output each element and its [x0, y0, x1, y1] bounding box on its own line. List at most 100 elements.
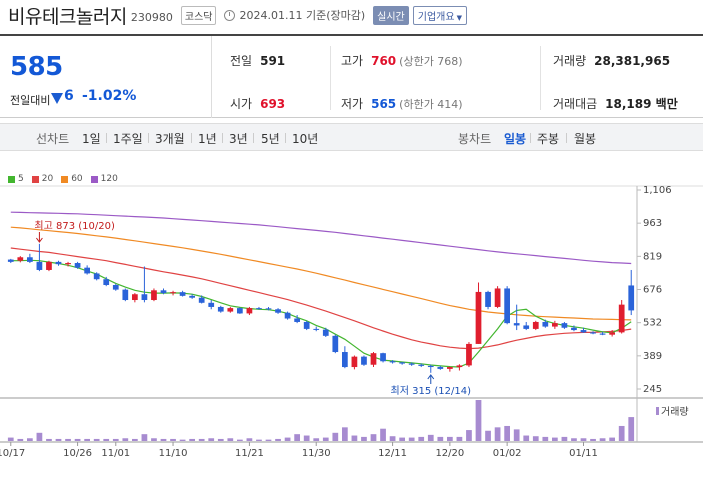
candle-body [427, 365, 434, 368]
volume-bar [437, 436, 444, 441]
volume-bar [55, 438, 62, 441]
x-tick-label: 11/21 [235, 448, 264, 459]
candle-body [475, 291, 482, 344]
volume-bar [151, 438, 157, 441]
trade-amount: 거래대금 18,189 백만 [553, 95, 678, 112]
candle-body [27, 257, 33, 262]
legend-label: 60 [71, 174, 83, 184]
stock-code: 230980 [130, 10, 173, 24]
volume-bar [170, 438, 176, 441]
company-overview-label: 기업개요 [417, 11, 455, 23]
y-tick-label: 963 [643, 218, 662, 229]
volume-bar [122, 438, 129, 441]
volume-bar [618, 425, 625, 441]
volume-bar [523, 435, 530, 441]
candle-body [494, 288, 501, 307]
volume-bar [351, 435, 358, 441]
candle-body [303, 321, 310, 329]
candle-body [65, 263, 71, 265]
volume-bar [160, 438, 167, 441]
period-1d[interactable]: 1일 [82, 132, 101, 146]
period-3y[interactable]: 3년 [229, 132, 248, 146]
legend-swatch [61, 175, 69, 183]
legend-swatch [31, 175, 39, 183]
x-tick-label: 11/10 [159, 448, 188, 459]
candle-body [466, 343, 472, 366]
candle-body [370, 353, 377, 365]
volume-bar [370, 434, 377, 441]
candle-body [322, 329, 329, 336]
chart-period-bar: 선차트 1일 1주일 3개월 1년 3년 5년 10년 봉차트 일봉 주봉 월봉 [0, 123, 703, 151]
prev-close-value: 591 [260, 54, 286, 68]
volume-bar [46, 438, 52, 441]
volume-legend-swatch [656, 407, 659, 415]
company-overview-dropdown[interactable]: 기업개요 ▼ [412, 5, 467, 25]
candle-body [170, 292, 176, 294]
volume-bar [408, 437, 415, 441]
current-price-panel: 585 전일대비 6 -1.02% [0, 36, 212, 118]
candle-body [513, 323, 520, 326]
volume: 거래량 28,381,965 [553, 52, 670, 69]
open-price: 시가 693 [230, 95, 285, 112]
volume-bar [542, 436, 549, 441]
x-tick-label: 11/30 [302, 448, 331, 459]
legend-label: 120 [100, 174, 118, 184]
period-weekly[interactable]: 주봉 [537, 132, 560, 146]
legend-label: 5 [18, 174, 24, 184]
volume-bar [456, 436, 463, 441]
period-monthly[interactable]: 월봉 [574, 132, 597, 146]
volume-bar [552, 437, 558, 441]
price-summary: 585 전일대비 6 -1.02% 전일 591 시가 693 고가 760 (상한가 … [0, 34, 703, 118]
candle-body [256, 308, 262, 310]
period-10y[interactable]: 10년 [292, 132, 319, 146]
candle-body [504, 288, 510, 324]
volume-label: 거래량 [553, 54, 587, 68]
y-tick-label: 1,106 [643, 185, 672, 196]
volume-bar [628, 417, 635, 441]
volume-bar [74, 438, 81, 441]
legend-ma60: 60 [61, 174, 83, 184]
candle-body [599, 333, 606, 335]
stock-header: 비유테크놀러지 230980 코스닥 2024.01.11 기준(장마감) 실시… [0, 0, 703, 30]
candle-body [485, 291, 491, 307]
clock-icon [224, 9, 236, 21]
period-5y[interactable]: 5년 [261, 132, 280, 146]
period-1y[interactable]: 1년 [198, 132, 217, 146]
candle-body [408, 363, 415, 365]
volume-bar [532, 436, 539, 441]
period-daily[interactable]: 일봉 [504, 132, 527, 146]
volume-bar [342, 427, 348, 441]
volume-bar [256, 439, 262, 441]
realtime-button[interactable]: 실시간 [373, 5, 409, 25]
candle-body [447, 367, 453, 369]
volume-bar [466, 430, 472, 441]
candle-body [590, 332, 596, 334]
x-tick-label: 01/11 [569, 448, 598, 459]
volume-label: 거래량 [661, 406, 689, 418]
period-3m[interactable]: 3개월 [155, 132, 185, 146]
candle-body [389, 361, 396, 363]
candle-body [618, 304, 625, 333]
candle-body [351, 356, 358, 368]
legend-swatch [90, 175, 98, 183]
current-price: 585 [10, 52, 63, 82]
period-1w[interactable]: 1주일 [113, 132, 143, 146]
volume-bar [103, 438, 110, 441]
candle-body [284, 312, 291, 319]
divider [540, 46, 541, 110]
volume-bar [141, 434, 148, 441]
volume-bar [380, 428, 386, 441]
x-tick-label: 11/01 [101, 448, 130, 459]
volume-bar [189, 438, 195, 441]
candle-body [141, 294, 148, 301]
candle-body [532, 321, 539, 329]
volume-bar [65, 438, 71, 441]
legend-label: 20 [41, 174, 54, 184]
volume-bar [399, 437, 405, 441]
volume-bar [36, 432, 43, 441]
low-annotation-arrowhead [427, 374, 435, 380]
candle-chart-label: 봉차트 [458, 132, 492, 146]
low-label: 저가 [341, 97, 364, 111]
volume-bar [447, 436, 453, 441]
candle-body [265, 308, 272, 310]
